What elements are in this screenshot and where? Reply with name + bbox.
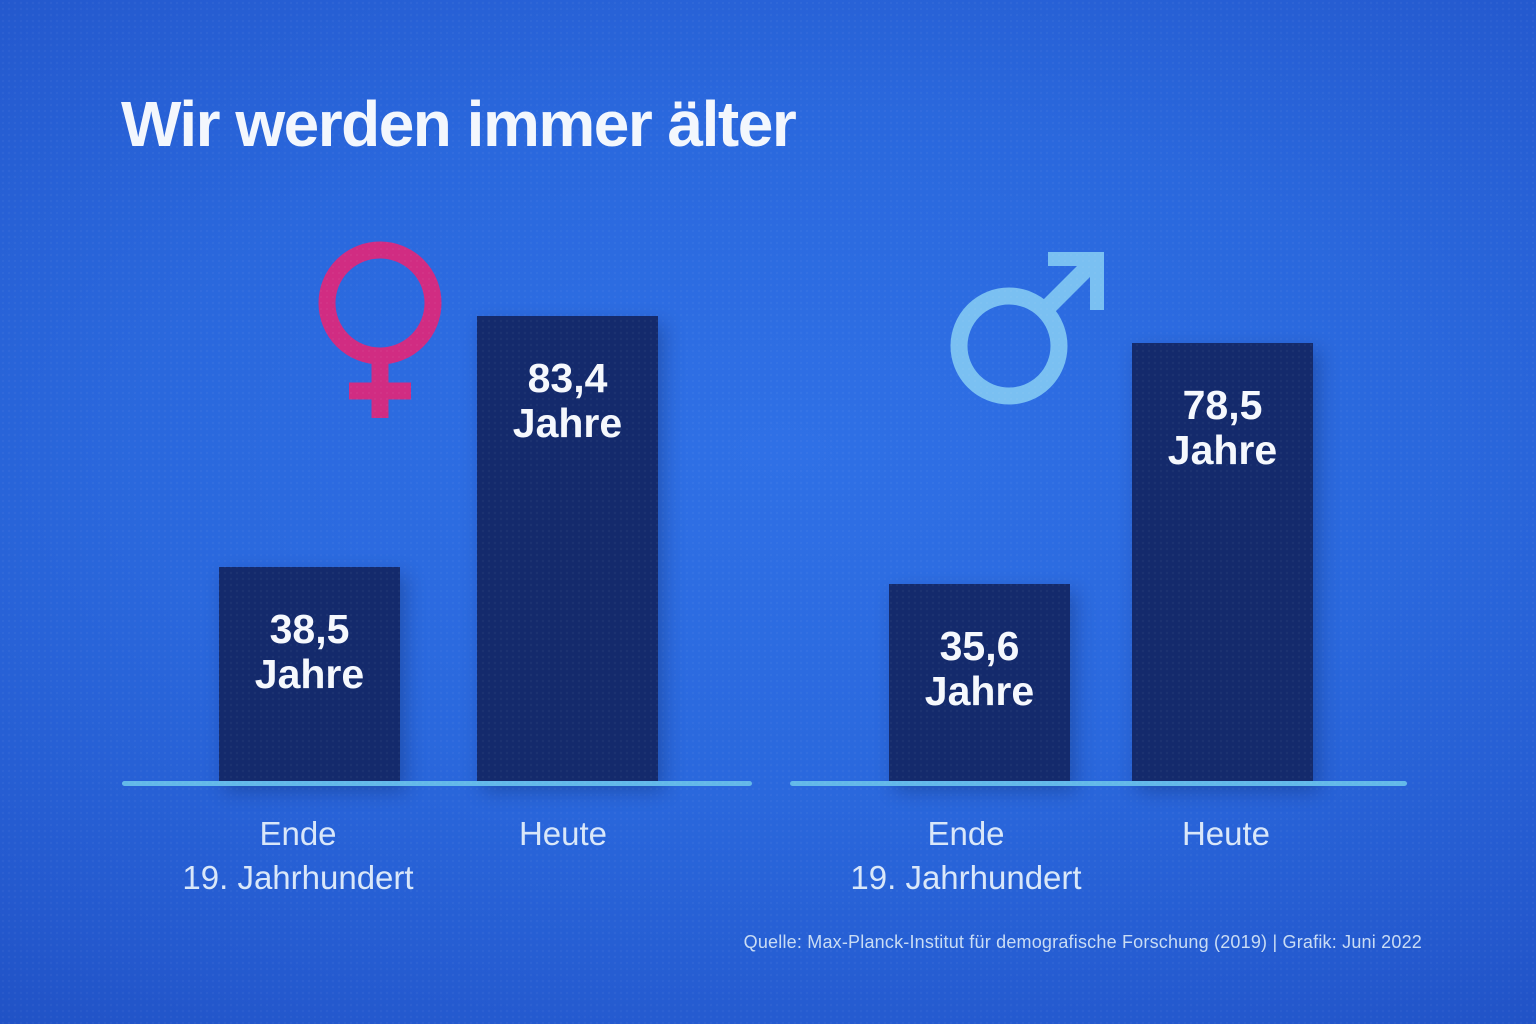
- category-line: 19. Jahrhundert: [182, 859, 414, 896]
- bar-women-end-19th-century: 38,5 Jahre: [219, 567, 400, 783]
- category-label-men-today: Heute: [1046, 812, 1406, 856]
- value-number: 38,5: [269, 606, 350, 652]
- axis-baseline-men: [790, 781, 1407, 786]
- category-line: Ende: [259, 815, 337, 852]
- mars-male-icon: [950, 252, 1104, 405]
- bar-women-today: 83,4 Jahre: [477, 316, 658, 783]
- category-label-women-today: Heute: [383, 812, 743, 856]
- category-line: Heute: [1181, 815, 1271, 852]
- bar-value-label: 78,5 Jahre: [1132, 343, 1313, 473]
- page-title: Wir werden immer älter: [121, 88, 797, 160]
- category-label-men-end-19th-century: Ende 19. Jahrhundert: [786, 812, 1146, 900]
- source-credit: Quelle: Max-Planck-Institut für demograf…: [743, 932, 1422, 952]
- value-unit: Jahre: [254, 651, 365, 697]
- venus-female-icon: [318, 241, 442, 418]
- value-unit: Jahre: [512, 400, 623, 446]
- value-unit: Jahre: [1167, 427, 1278, 473]
- value-unit: Jahre: [924, 668, 1035, 714]
- bar-men-today: 78,5 Jahre: [1132, 343, 1313, 783]
- bar-value-label: 83,4 Jahre: [477, 316, 658, 446]
- category-label-women-end-19th-century: Ende 19. Jahrhundert: [118, 812, 478, 900]
- value-number: 83,4: [527, 355, 608, 401]
- bar-value-label: 38,5 Jahre: [219, 567, 400, 697]
- value-number: 78,5: [1182, 382, 1263, 428]
- category-line: Ende: [927, 815, 1005, 852]
- bar-men-end-19th-century: 35,6 Jahre: [889, 584, 1070, 783]
- axis-baseline-women: [122, 781, 752, 786]
- bar-value-label: 35,6 Jahre: [889, 584, 1070, 714]
- value-number: 35,6: [939, 623, 1020, 669]
- category-line: 19. Jahrhundert: [850, 859, 1082, 896]
- category-line: Heute: [518, 815, 608, 852]
